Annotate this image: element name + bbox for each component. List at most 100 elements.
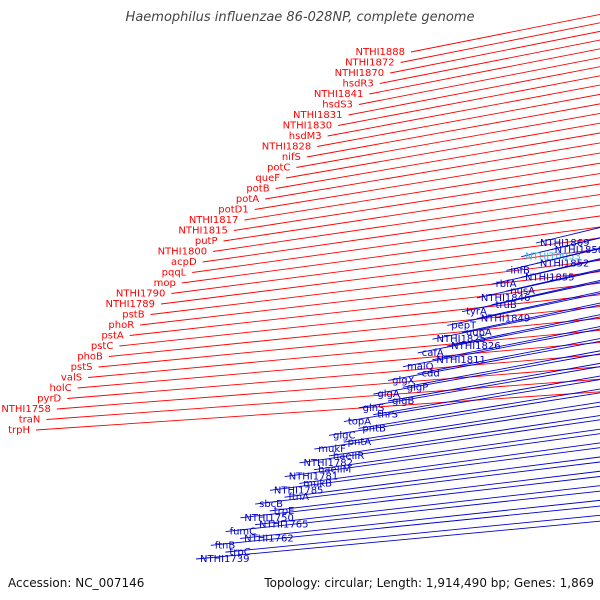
gene-label-inner: glgX	[392, 375, 414, 386]
leader-line	[417, 316, 600, 354]
leader-line	[254, 485, 600, 526]
leader-line	[192, 215, 600, 273]
gene-label-inner: cdd	[422, 369, 440, 380]
leader-line	[223, 183, 600, 242]
gene-label-outer: pstS	[71, 362, 93, 373]
leader-line	[265, 142, 600, 200]
leader-line	[299, 442, 600, 484]
leader-line	[233, 173, 600, 231]
leader-line	[269, 447, 600, 491]
leader-line	[160, 248, 600, 305]
gene-label-inner: NTHI1781	[289, 472, 339, 483]
leader-line	[35, 391, 600, 431]
gene-label-outer: pyrD	[37, 394, 61, 405]
gene-label-outer: NTHI1888	[355, 47, 405, 58]
gene-label-outer: pqqL	[162, 268, 187, 279]
leader-line	[67, 354, 600, 399]
gene-label-inner: NTHI1826	[451, 341, 501, 352]
gene-label-inner: sbcB	[259, 499, 283, 510]
gene-label-outer: queF	[255, 173, 280, 184]
gene-label-inner: malQ	[407, 362, 434, 373]
leader-line	[379, 39, 600, 84]
gene-label-inner: rbfA	[496, 279, 517, 290]
gene-label-inner: NTHI1849	[481, 314, 531, 325]
gene-label-inner: NTHIT0053	[525, 252, 581, 263]
leader-line	[210, 505, 600, 546]
leader-line	[373, 375, 600, 416]
leader-line	[348, 66, 600, 116]
gene-label-outer: potB	[246, 184, 269, 195]
leader-line	[56, 366, 600, 410]
leader-line	[269, 470, 600, 512]
gene-label-inner: mukF	[318, 444, 346, 455]
gene-label-outer: nifS	[282, 152, 301, 163]
leader-line	[387, 362, 600, 402]
gene-label-outer: holC	[49, 383, 71, 394]
gene-label-inner: nusA	[510, 286, 535, 297]
gene-label-inner: NTHI1846	[481, 293, 531, 304]
gene-label-inner: trpC	[229, 547, 250, 558]
gene-label-outer: valS	[61, 373, 82, 384]
leader-line	[77, 341, 600, 389]
gene-label-inner: NTHI1785	[274, 485, 324, 496]
leader-line	[285, 122, 600, 179]
gene-label-inner: ftnB	[215, 540, 236, 551]
leader-line	[140, 271, 600, 326]
leader-line	[314, 405, 600, 450]
gene-label-inner: NTHI1739	[200, 554, 250, 565]
outer-label-layer: NTHI1888NTHI1872NTHI1870hsdR3NTHI1841hsd…	[1, 13, 600, 436]
gene-label-outer: NTHI1817	[189, 215, 239, 226]
leader-line	[171, 237, 600, 294]
gene-label-inner: trpE	[274, 506, 295, 517]
gene-label-inner: NTHI1869	[540, 238, 590, 249]
gene-label-inner: haeIIR	[333, 451, 365, 462]
gene-label-inner: topA	[348, 417, 371, 428]
leader-line	[343, 401, 600, 443]
leader-line	[299, 419, 600, 464]
leader-line	[388, 340, 600, 381]
leader-line	[402, 350, 600, 388]
leader-line	[202, 204, 600, 263]
gene-label-inner: tyrA	[466, 307, 487, 318]
gene-label-inner: ftnA	[289, 492, 310, 503]
leader-line	[284, 433, 600, 478]
gene-label-outer: NTHI1830	[283, 121, 333, 132]
gene-label-outer: potD1	[218, 205, 248, 216]
leader-line	[337, 75, 600, 126]
gene-label-outer: NTHI1872	[345, 58, 395, 69]
gene-label-outer: hsdR3	[343, 79, 374, 90]
gene-label-outer: potC	[267, 163, 290, 174]
gene-label-inner: NTHI1811	[436, 355, 486, 366]
gene-label-inner: glnS	[363, 403, 385, 414]
gene-label-inner: NTHI1855	[525, 272, 575, 283]
gene-label-outer: pstA	[101, 331, 123, 342]
gene-label-inner: NTHI1852	[540, 259, 590, 270]
gene-label-outer: NTHI1828	[262, 142, 312, 153]
leader-line	[369, 48, 600, 95]
leader-line	[225, 514, 600, 553]
leader-line	[358, 57, 600, 105]
gene-label-inner: glgC	[333, 430, 355, 441]
gene-label-outer: NTHI1758	[1, 404, 51, 415]
leader-line	[306, 103, 600, 158]
leader-line	[343, 379, 600, 423]
leader-line	[254, 152, 600, 210]
leader-line	[88, 329, 600, 378]
gene-label-outer: hsdM3	[289, 131, 322, 142]
gene-label-outer: NTHI1790	[116, 289, 166, 300]
gene-label-inner: uupA	[466, 327, 492, 338]
leader-line	[108, 306, 600, 357]
leader-line	[195, 520, 600, 560]
leader-line	[181, 226, 600, 284]
leader-line	[255, 461, 600, 505]
gene-label-outer: trpH	[8, 425, 30, 436]
gene-label-outer: potA	[236, 194, 259, 205]
gene-label-inner: cafA	[422, 348, 444, 359]
gene-label-outer: putP	[195, 236, 218, 247]
leader-line	[150, 259, 600, 315]
gene-label-inner: truB	[495, 300, 516, 311]
leader-line	[46, 378, 600, 420]
leader-line	[328, 392, 600, 436]
